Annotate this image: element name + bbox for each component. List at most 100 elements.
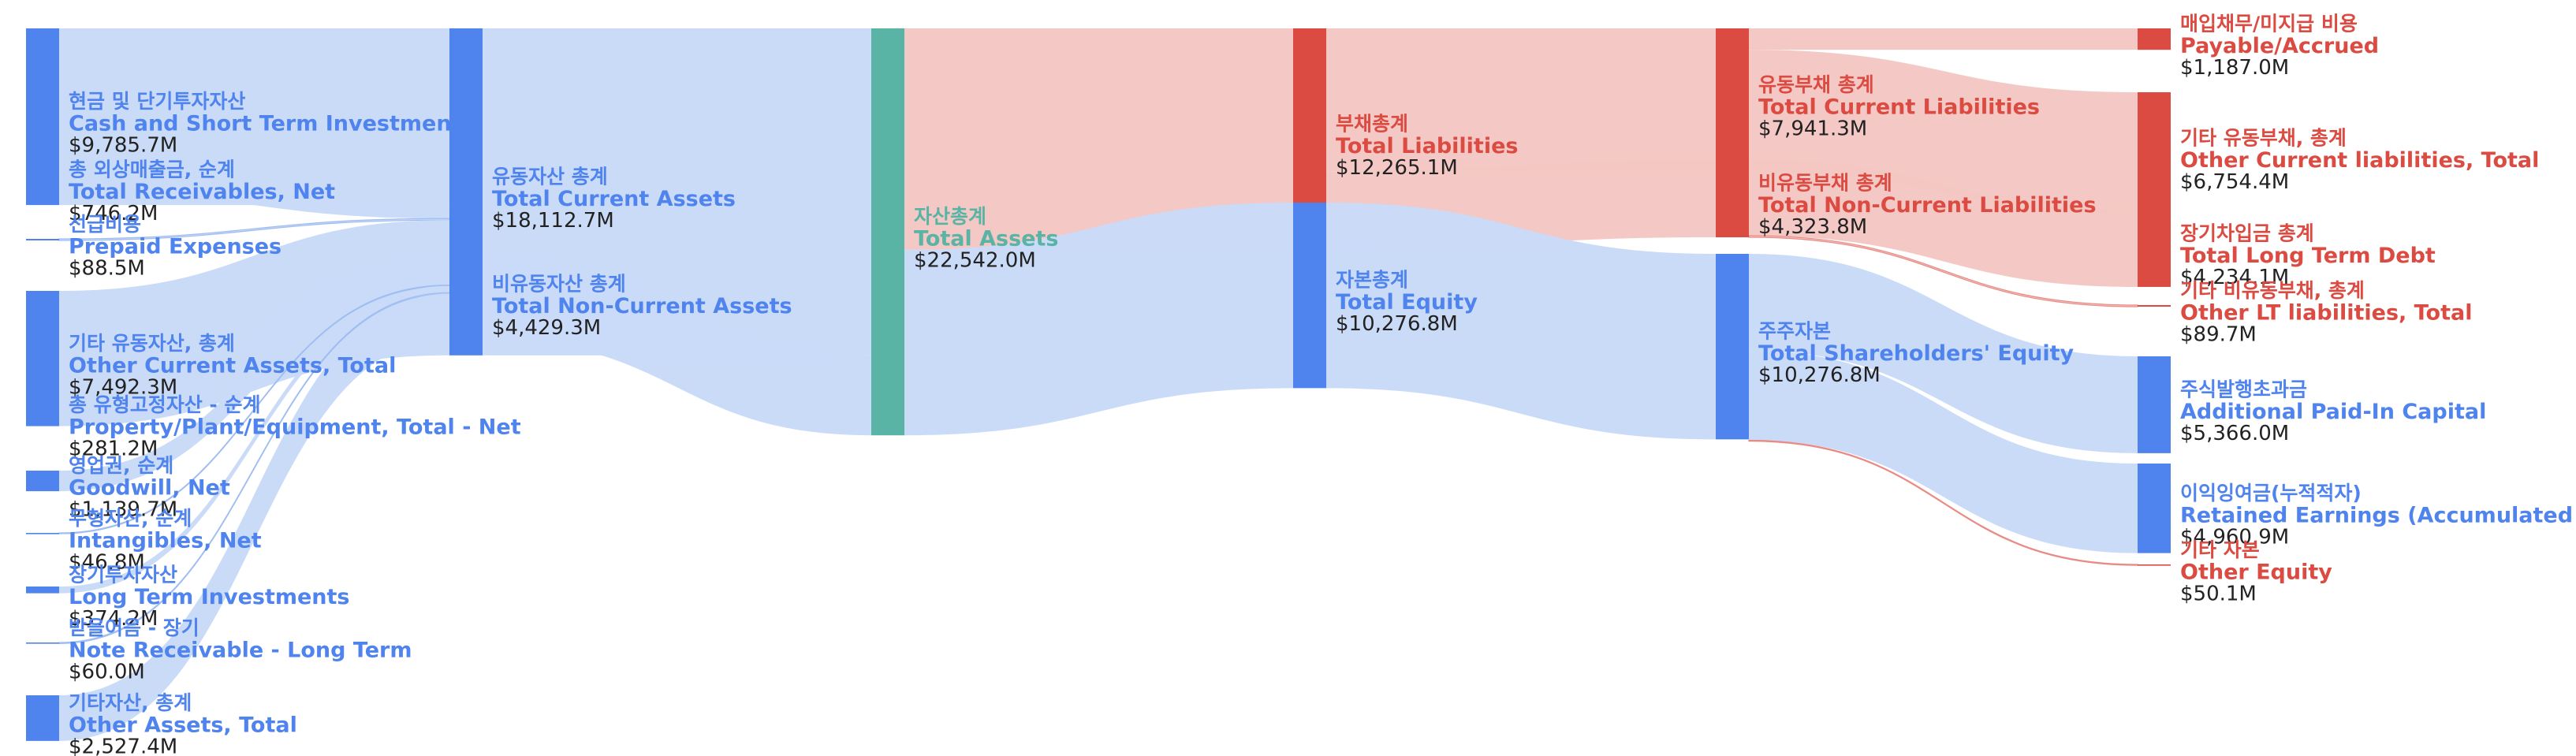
label-value-total_noncurrent_liabilities: $4,323.8M <box>1758 215 1867 239</box>
label-en-lt_investments: Long Term Investments <box>69 585 350 609</box>
node-prepaid <box>26 239 59 241</box>
link-total_current_liabilities-to-payable <box>1749 28 2138 50</box>
link-total_assets-to-total_liabilities <box>904 28 1293 250</box>
node-intangibles <box>26 533 59 534</box>
link-ppe-to-total_noncurrent_assets <box>59 259 449 423</box>
label-kr-intangibles: 무형자산, 순계 <box>69 507 192 530</box>
label-value-total_equity: $10,276.8M <box>1336 312 1458 336</box>
label-en-apic: Additional Paid-In Capital <box>2180 400 2486 424</box>
label-en-total_current_liabilities: Total Current Liabilities <box>1758 95 2040 119</box>
label-kr-other_assets: 기타자산, 총계 <box>69 691 192 714</box>
node-apic <box>2138 356 2171 453</box>
link-total_liabilities-to-total_current_liabilities <box>1326 28 1716 172</box>
link-receivables-to-total_current_assets <box>59 178 449 219</box>
node-ppe <box>26 418 59 423</box>
label-value-other_lt_liabilities: $89.7M <box>2180 323 2257 347</box>
label-en-retained_earnings: Retained Earnings (Accumulated Deficit) <box>2180 503 2576 527</box>
label-value-note_receivable: $60.0M <box>69 660 145 683</box>
label-en-other_current_assets: Other Current Assets, Total <box>69 353 396 378</box>
sankey-links <box>58 28 2138 741</box>
label-en-other_lt_liabilities: Other LT liabilities, Total <box>2180 301 2472 326</box>
label-kr-total_noncurrent_assets: 비유동자산 총계 <box>492 273 626 296</box>
node-note_receivable <box>26 642 59 644</box>
label-value-prepaid: $88.5M <box>69 257 145 281</box>
node-lt_debt <box>2138 210 2171 287</box>
label-en-other_current_liabilities: Other Current liabilities, Total <box>2180 148 2539 173</box>
label-en-ppe: Property/Plant/Equipment, Total - Net <box>69 415 521 440</box>
label-value-apic: $5,366.0M <box>2180 422 2289 445</box>
label-value-other_assets: $2,527.4M <box>69 735 177 756</box>
node-retained_earnings <box>2138 464 2171 553</box>
node-shareholders_equity <box>1716 254 1749 440</box>
label-kr-other_lt_liabilities: 기타 비유동부채, 총계 <box>2180 279 2365 302</box>
label-en-payable: Payable/Accrued <box>2180 34 2379 58</box>
label-kr-note_receivable: 받을어음 - 장기 <box>69 616 199 639</box>
label-value-intangibles: $46.8M <box>69 550 145 574</box>
label-value-total_noncurrent_assets: $4,429.3M <box>492 316 601 340</box>
label-kr-total_noncurrent_liabilities: 비유동부채 총계 <box>1758 172 1892 195</box>
link-total_noncurrent_liabilities-to-lt_debt <box>1749 159 2138 287</box>
label-value-goodwill: $1,139.7M <box>69 498 177 522</box>
label-kr-total_current_liabilities: 유동부채 총계 <box>1758 73 1874 96</box>
label-en-other_equity: Other Equity <box>2180 560 2332 584</box>
link-other_current_assets-to-total_current_assets <box>59 220 449 426</box>
label-kr-other_current_assets: 기타 유동자산, 총계 <box>69 332 235 355</box>
label-en-note_receivable: Note Receivable - Long Term <box>69 638 412 662</box>
node-other_lt_liabilities <box>2138 305 2171 307</box>
label-kr-other_equity: 기타 자본 <box>2180 538 2260 561</box>
label-en-goodwill: Goodwill, Net <box>69 476 230 501</box>
label-en-lt_debt: Total Long Term Debt <box>2180 244 2436 268</box>
node-total_assets <box>871 28 904 436</box>
label-kr-cash: 현금 및 단기투자자산 <box>69 90 245 113</box>
node-other_current_liabilities <box>2138 92 2171 214</box>
label-kr-lt_debt: 장기차입금 총계 <box>2180 222 2314 244</box>
label-value-receivables: $746.2M <box>69 202 158 225</box>
label-kr-prepaid: 선급비용 <box>69 213 141 236</box>
link-other_assets-to-total_noncurrent_assets <box>59 293 449 741</box>
label-value-retained_earnings: $4,960.9M <box>2180 525 2289 549</box>
label-en-receivables: Total Receivables, Net <box>69 180 335 204</box>
label-en-cash: Cash and Short Term Investments <box>69 112 475 136</box>
link-shareholders_equity-to-retained_earnings <box>1749 350 2138 553</box>
label-value-total_liabilities: $12,265.1M <box>1336 156 1458 180</box>
link-total_assets-to-total_equity <box>904 203 1293 436</box>
label-value-payable: $1,187.0M <box>2180 56 2289 80</box>
label-kr-lt_investments: 장기투자자산 <box>69 563 177 586</box>
link-lt_investments-to-total_noncurrent_assets <box>59 285 449 594</box>
link-goodwill-to-total_noncurrent_assets <box>59 264 449 492</box>
label-en-intangibles: Intangibles, Net <box>69 528 262 553</box>
link-total_noncurrent_assets-to-total_assets <box>483 259 871 436</box>
label-kr-total_liabilities: 부채총계 <box>1336 112 1408 135</box>
label-kr-ppe: 총 유형고정자산 - 순계 <box>69 393 261 416</box>
label-kr-payable: 매입채무/미지급 비용 <box>2180 13 2358 35</box>
label-kr-total_assets: 자산총계 <box>914 205 986 228</box>
node-lt_investments <box>26 587 59 594</box>
node-total_equity <box>1293 203 1326 389</box>
label-kr-other_current_liabilities: 기타 유동부채, 총계 <box>2180 126 2347 149</box>
label-kr-total_current_assets: 유동자산 총계 <box>492 165 608 188</box>
label-en-total_liabilities: Total Liabilities <box>1336 134 1518 158</box>
label-en-total_equity: Total Equity <box>1336 290 1478 315</box>
label-value-other_current_assets: $7,492.3M <box>69 375 177 399</box>
node-payable <box>2138 28 2171 50</box>
label-en-other_assets: Other Assets, Total <box>69 713 297 737</box>
label-value-ppe: $281.2M <box>69 438 158 461</box>
label-kr-shareholders_equity: 주주자본 <box>1758 320 1831 343</box>
link-total_equity-to-shareholders_equity <box>1326 203 1716 440</box>
link-cash-to-total_current_assets <box>59 28 449 206</box>
label-kr-total_equity: 자본총계 <box>1336 269 1408 292</box>
node-cash <box>26 28 59 206</box>
label-en-shareholders_equity: Total Shareholders' Equity <box>1758 341 2075 366</box>
label-kr-goodwill: 영업권, 순계 <box>69 454 173 477</box>
node-total_current_liabilities <box>1716 28 1749 172</box>
label-en-total_noncurrent_liabilities: Total Non-Current Liabilities <box>1758 193 2097 218</box>
node-total_noncurrent_liabilities <box>1716 159 1749 238</box>
link-shareholders_equity-to-apic <box>1749 254 2138 453</box>
label-en-prepaid: Prepaid Expenses <box>69 235 281 259</box>
node-other_assets <box>26 695 59 741</box>
label-en-total_assets: Total Assets <box>914 227 1059 251</box>
label-en-total_noncurrent_assets: Total Non-Current Assets <box>492 294 792 318</box>
node-receivables <box>26 178 59 192</box>
